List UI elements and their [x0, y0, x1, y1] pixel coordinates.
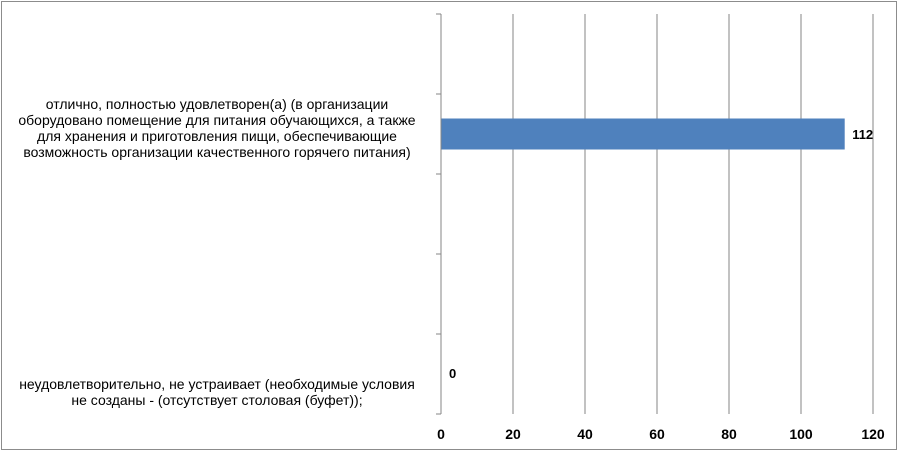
- bar: [441, 118, 845, 150]
- category-label-line: возможность организации качественного го…: [23, 144, 411, 160]
- data-label: 0: [449, 366, 456, 381]
- x-tick-label: 60: [649, 426, 665, 442]
- x-tick-label: 120: [861, 426, 885, 442]
- x-tick-label: 0: [437, 426, 445, 442]
- category-label-line: не созданы - (отсутствует столовая (буфе…: [71, 392, 363, 408]
- x-tick-label: 40: [577, 426, 593, 442]
- category-label-line: для хранения и приготовления пищи, обесп…: [37, 128, 397, 144]
- data-label: 112: [852, 127, 873, 142]
- category-label: неудовлетворительно, не устраивает (необ…: [0, 376, 434, 408]
- category-label-line: отлично, полностью удовлетворен(а) (в ор…: [45, 96, 389, 112]
- category-label-line: оборудовано помещение для питания обучаю…: [18, 112, 416, 128]
- x-tick-label: 100: [789, 426, 813, 442]
- category-label: отлично, полностью удовлетворен(а) (в ор…: [0, 96, 434, 160]
- x-tick-label: 80: [721, 426, 737, 442]
- category-label-line: неудовлетворительно, не устраивает (необ…: [19, 376, 415, 392]
- x-tick-label: 20: [505, 426, 521, 442]
